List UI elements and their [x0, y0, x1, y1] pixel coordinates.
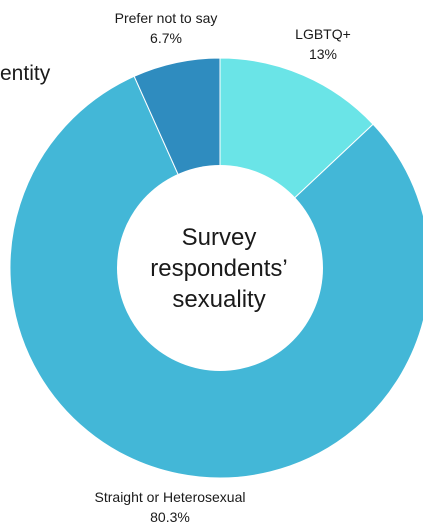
slice-label-lgbtq-value: 13%	[308, 46, 338, 62]
chart-title-partial: entity	[0, 62, 51, 85]
slice-label-lgbtq: LGBTQ+ 13%	[263, 24, 383, 64]
slice-label-straight-name: Straight or Heterosexual	[94, 489, 246, 505]
center-label-line-2: respondents’	[150, 255, 288, 282]
slice-label-straight-value: 80.3%	[150, 509, 190, 525]
slice-label-prefer-not: Prefer not to say 6.7%	[91, 8, 241, 48]
center-label-line-3: sexuality	[172, 286, 266, 313]
slice-label-prefer-not-name: Prefer not to say	[114, 10, 218, 26]
center-label: Survey respondents’ sexuality	[124, 222, 314, 315]
donut-hole	[117, 165, 323, 371]
slice-label-straight: Straight or Heterosexual 80.3%	[50, 487, 290, 527]
center-label-line-1: Survey	[181, 224, 257, 251]
slice-label-prefer-not-value: 6.7%	[150, 30, 182, 46]
slice-label-lgbtq-name: LGBTQ+	[295, 26, 351, 42]
